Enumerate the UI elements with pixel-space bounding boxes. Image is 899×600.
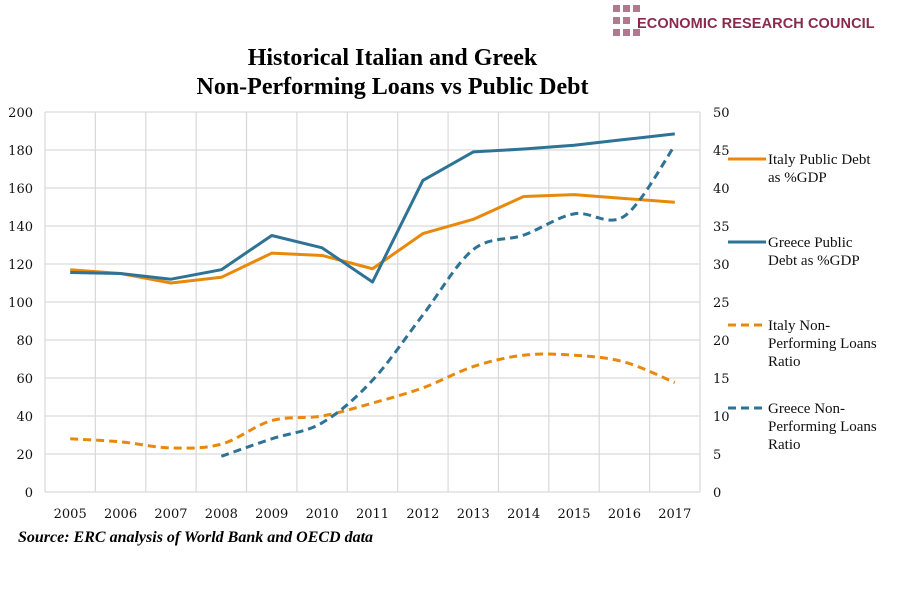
source-note: Source: ERC analysis of World Bank and O… <box>18 529 374 546</box>
legend-line: Performing Loans <box>768 336 877 352</box>
y-right-tick-label: 30 <box>713 258 730 273</box>
legend-label-italy-debt: Italy Public Debt as %GDP <box>768 151 898 187</box>
y-left-tick-label: 60 <box>16 372 33 387</box>
y-left-tick-label: 40 <box>16 410 33 425</box>
legend-line: Performing Loans <box>768 419 877 435</box>
y-left-tick-label: 200 <box>8 106 33 121</box>
y-left-tick-label: 80 <box>16 334 33 349</box>
x-tick-label: 2016 <box>608 507 641 522</box>
x-tick-label: 2014 <box>507 507 540 522</box>
x-tick-label: 2013 <box>457 507 490 522</box>
erc-logo: ECONOMIC RESEARCH COUNCIL <box>613 5 898 39</box>
legend-line: Greece Public <box>768 235 853 251</box>
legend-line: Ratio <box>768 354 801 370</box>
y-right-tick-label: 45 <box>713 144 730 159</box>
x-tick-label: 2011 <box>356 507 389 522</box>
y-right-tick-label: 50 <box>713 106 730 121</box>
legend-line: Italy Public Debt <box>768 152 871 168</box>
legend-line: Greece Non- <box>768 401 846 417</box>
chart-title-line2: Non-Performing Loans vs Public Debt <box>196 74 589 100</box>
x-tick-label: 2007 <box>154 507 187 522</box>
x-tick-label: 2009 <box>255 507 288 522</box>
chart-title-line1: Historical Italian and Greek <box>247 45 538 71</box>
y-left-tick-label: 180 <box>8 144 33 159</box>
x-tick-label: 2015 <box>557 507 590 522</box>
y-right-tick-label: 15 <box>713 372 730 387</box>
chart-title: Historical Italian and Greek Non-Perform… <box>0 44 785 102</box>
y-left-tick-label: 20 <box>16 448 33 463</box>
legend-label-greece-npl: Greece Non- Performing Loans Ratio <box>768 400 898 454</box>
y-right-tick-label: 35 <box>713 220 730 235</box>
x-tick-label: 2006 <box>104 507 137 522</box>
x-tick-label: 2005 <box>54 507 87 522</box>
legend-label-italy-npl: Italy Non- Performing Loans Ratio <box>768 317 898 371</box>
series-line-italy-public-debt-as-gdp <box>70 193 675 285</box>
legend-line: Ratio <box>768 437 801 453</box>
y-right-tick-label: 20 <box>713 334 730 349</box>
logo-squares-icon <box>613 5 643 39</box>
y-left-tick-label: 120 <box>8 258 33 273</box>
legend-label-greece-debt: Greece Public Debt as %GDP <box>768 234 898 270</box>
y-right-tick-label: 5 <box>713 448 721 463</box>
y-left-tick-label: 160 <box>8 182 33 197</box>
y-right-tick-label: 25 <box>713 296 730 311</box>
x-tick-label: 2008 <box>205 507 238 522</box>
x-tick-label: 2017 <box>658 507 691 522</box>
legend-line: Italy Non- <box>768 318 831 334</box>
x-tick-label: 2010 <box>306 507 339 522</box>
y-right-tick-label: 40 <box>713 182 730 197</box>
legend-line: Debt as %GDP <box>768 253 860 269</box>
series-line-italy-non-performing-loans-ratio <box>70 352 676 450</box>
y-left-tick-label: 0 <box>25 486 33 501</box>
y-left-tick-label: 140 <box>8 220 33 235</box>
x-tick-label: 2012 <box>406 507 439 522</box>
y-right-tick-label: 0 <box>713 486 721 501</box>
series-line-greece-public-debt-as-gdp <box>70 132 675 284</box>
logo-text: ECONOMIC RESEARCH COUNCIL <box>637 16 875 32</box>
y-right-tick-label: 10 <box>713 410 730 425</box>
y-left-tick-label: 100 <box>8 296 33 311</box>
legend-line: as %GDP <box>768 170 827 186</box>
